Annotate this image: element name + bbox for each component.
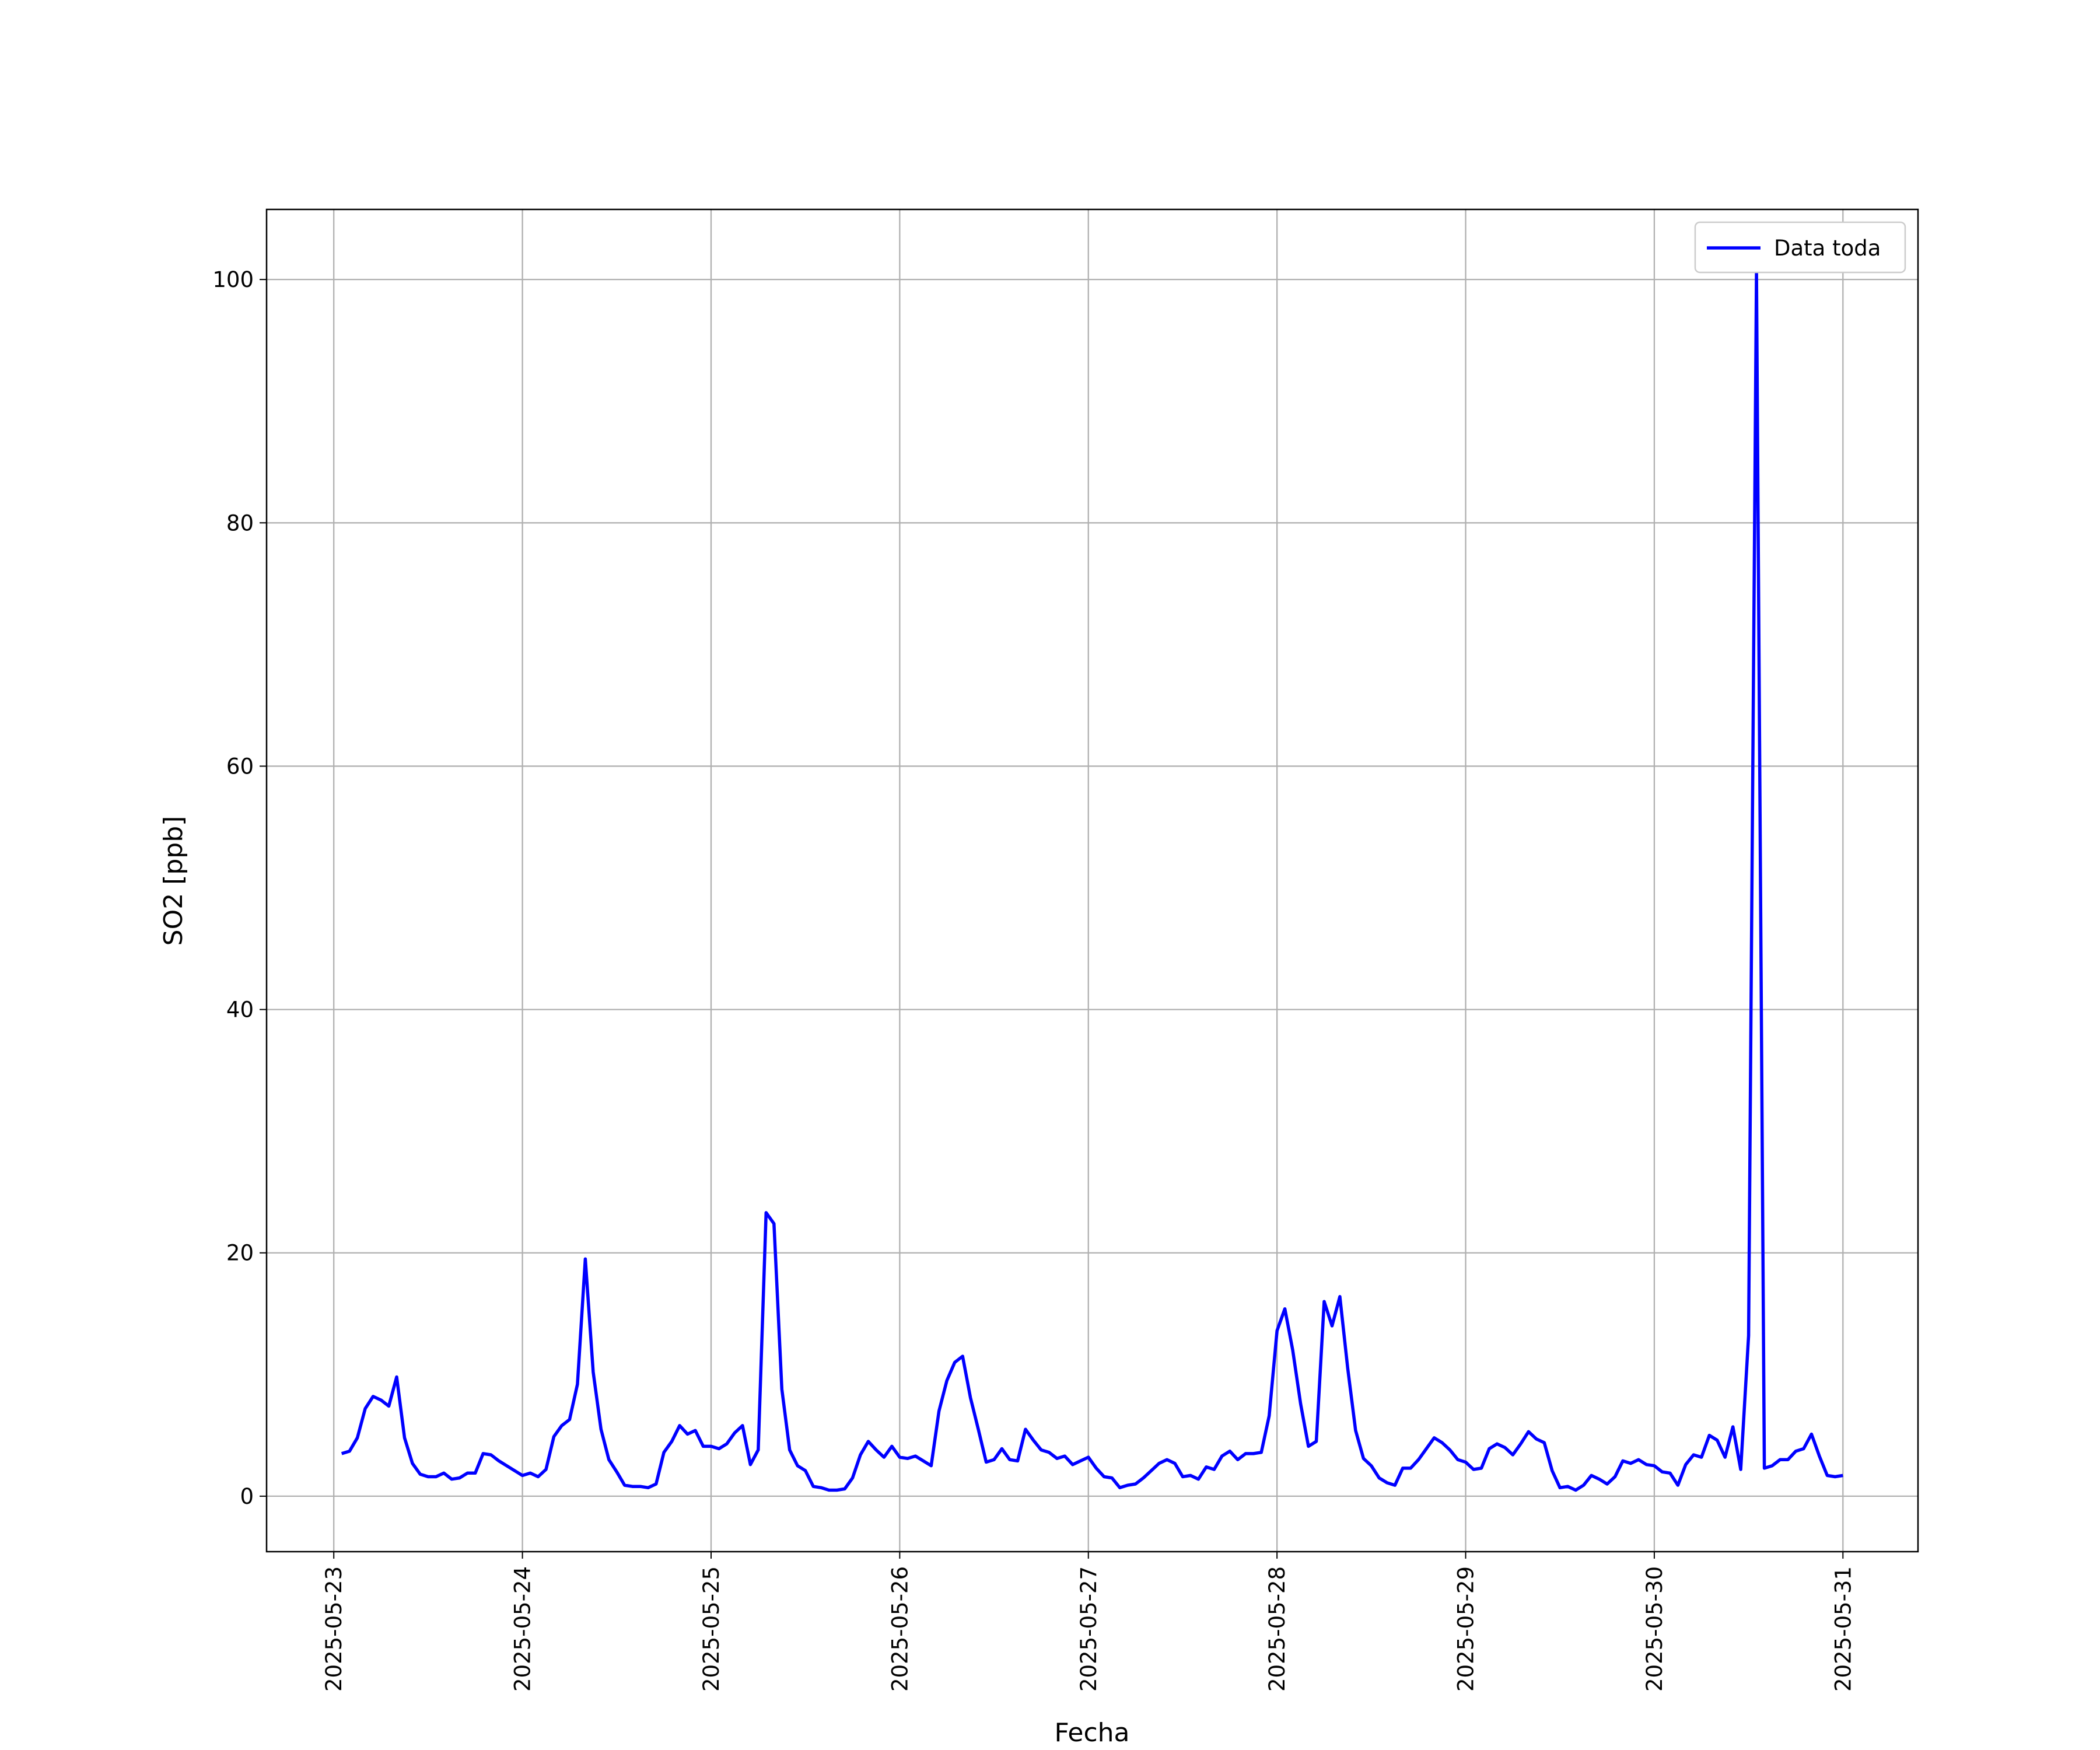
plot-frame	[265, 208, 1919, 1553]
x-tick-label: 2025-05-24	[510, 1566, 536, 1692]
x-tick-label: 2025-05-25	[699, 1566, 724, 1692]
x-tick-label: 2025-05-23	[321, 1566, 346, 1692]
y-tick-label: 0	[240, 1484, 254, 1509]
legend-label: Data toda	[1774, 236, 1881, 261]
y-tick-label: 60	[226, 754, 254, 779]
legend: Data toda	[1694, 221, 1906, 274]
y-tick-label: 40	[226, 998, 254, 1023]
x-tick-label: 2025-05-29	[1454, 1566, 1479, 1692]
y-tick-label: 100	[212, 267, 254, 292]
x-axis-label: Fecha	[1054, 1718, 1129, 1748]
x-tick-label: 2025-05-27	[1076, 1566, 1101, 1692]
x-tick-label: 2025-05-26	[887, 1566, 912, 1692]
x-tick-label: 2025-05-31	[1831, 1566, 1856, 1692]
y-axis-label: SO2 [ppb]	[159, 816, 188, 946]
x-tick-label: 2025-05-28	[1265, 1566, 1290, 1692]
data-line	[341, 269, 1843, 1492]
legend-box	[1694, 221, 1906, 274]
y-tick-label: 20	[226, 1241, 254, 1266]
x-tick-label: 2025-05-30	[1642, 1566, 1667, 1692]
y-tick-label: 80	[226, 510, 254, 536]
